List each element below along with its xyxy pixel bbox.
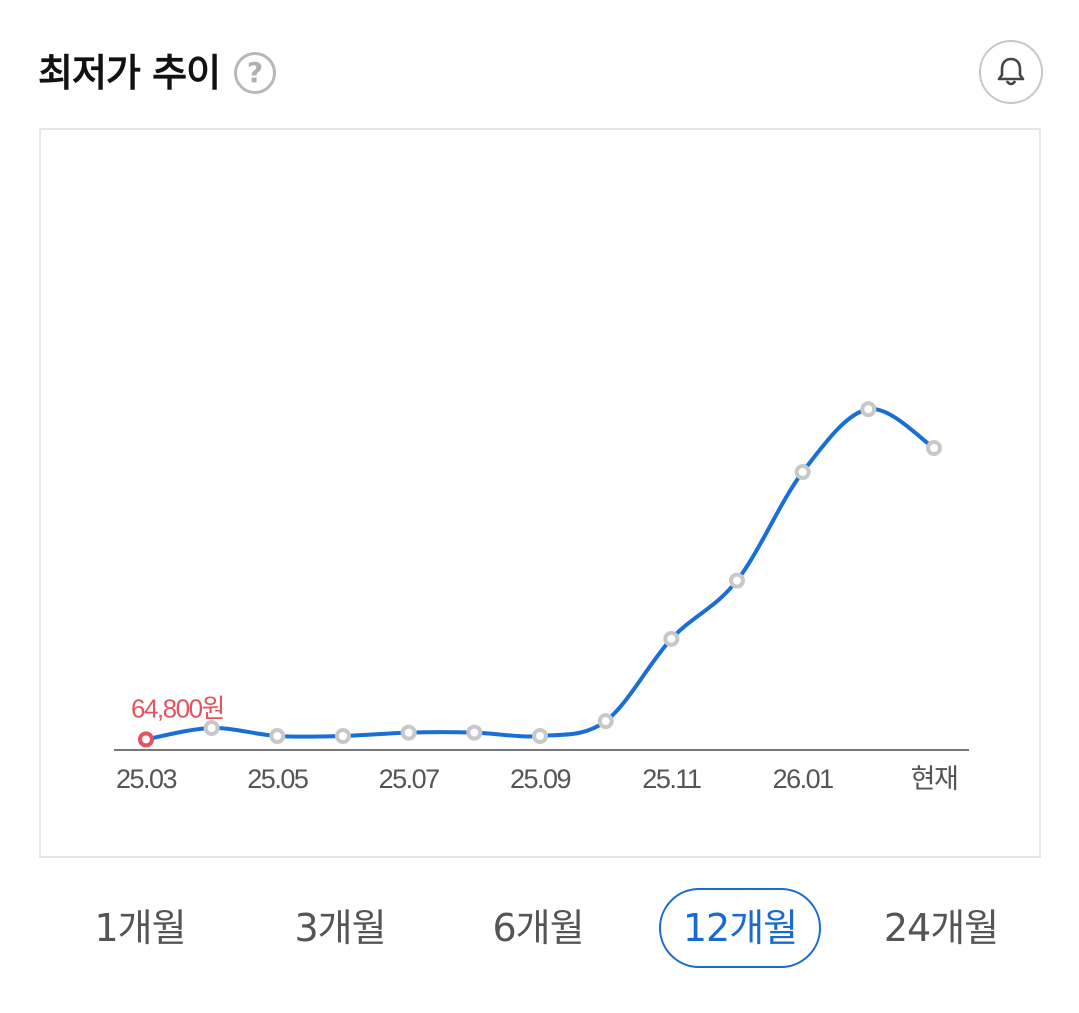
- price-line: [144, 407, 936, 742]
- chart-svg: 64,800원 25.03 25.05 25.07 25.09 25.11 26.01 현재: [114, 401, 969, 794]
- x-tick-label: 현재: [911, 764, 958, 794]
- period-24-months[interactable]: 24개월: [883, 906, 999, 950]
- period-1-month[interactable]: 1개월: [94, 906, 186, 950]
- data-point[interactable]: [532, 728, 548, 744]
- data-point[interactable]: [466, 724, 483, 741]
- data-point[interactable]: [400, 724, 417, 741]
- price-trend-chart: 64,800원 25.03 25.05 25.07 25.09 25.11 26.01 현재: [39, 128, 1041, 858]
- page-title: 최저가 추이: [38, 51, 221, 95]
- data-point[interactable]: [926, 440, 942, 456]
- lowest-price-point[interactable]: [138, 731, 154, 748]
- data-point[interactable]: [663, 630, 680, 647]
- x-tick-label: 25.07: [379, 764, 440, 794]
- x-tick-label: 25.09: [510, 764, 571, 794]
- x-tick-label: 26.01: [773, 764, 834, 794]
- period-3-months[interactable]: 3개월: [294, 906, 386, 950]
- question-circle-icon[interactable]: ?: [234, 52, 276, 94]
- data-point[interactable]: [860, 401, 877, 418]
- x-tick-label: 25.03: [116, 764, 177, 794]
- data-point[interactable]: [729, 572, 745, 589]
- data-point[interactable]: [597, 713, 614, 730]
- x-tick-label: 25.05: [247, 764, 308, 794]
- period-6-months[interactable]: 6개월: [492, 906, 584, 950]
- price-alert-button[interactable]: [979, 40, 1043, 104]
- data-point[interactable]: [794, 464, 811, 480]
- header: 최저가 추이 ?: [38, 40, 1043, 110]
- period-12-months[interactable]: 12개월: [659, 888, 821, 968]
- bell-icon: [997, 57, 1025, 86]
- lowest-price-label: 64,800원: [131, 693, 224, 723]
- x-tick-label: 25.11: [642, 764, 701, 794]
- data-point[interactable]: [203, 720, 220, 736]
- period-selector: 1개월 3개월 6개월 12개월 24개월: [40, 888, 1040, 970]
- data-point[interactable]: [269, 728, 286, 744]
- data-point[interactable]: [335, 728, 351, 744]
